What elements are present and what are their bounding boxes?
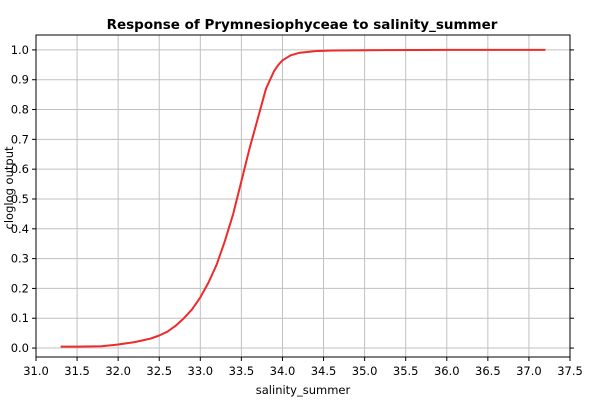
chart-title: Response of Prymnesiophyceae to salinity… [107,17,498,33]
y-tick-label: 0.2 [11,281,29,295]
x-tick-label: 34.5 [311,364,337,378]
x-tick-label: 35.5 [393,364,419,378]
x-tick-label: 32.5 [146,364,172,378]
plot-area [36,35,570,357]
plot-frame [35,34,571,358]
y-tick-label: 1.0 [11,43,29,57]
x-tick-label: 33.0 [188,364,214,378]
axes: 31.0 31.5 32.0 32.5 33.0 33.5 34.0 34.5 35.0 35.5… [11,34,583,378]
x-tick-label: 36.0 [434,364,460,378]
x-tick-label: 34.0 [270,364,296,378]
y-tick-label: 0.4 [11,222,29,236]
x-tick-label: 31.0 [23,364,49,378]
x-tick-label: 31.5 [64,364,90,378]
y-axis-label: cloglog output [2,146,16,229]
y-tick-label: 0.0 [11,341,29,355]
x-tick-label: 35.0 [352,364,378,378]
x-tick-label: 33.5 [229,364,255,378]
series-line [60,48,546,348]
y-tick-label: 0.9 [11,73,29,87]
x-tick-label: 36.5 [475,364,501,378]
y-tick-label: 0.3 [11,252,29,266]
x-tick-label: 37.0 [516,364,542,378]
x-axis-label: salinity_summer [256,383,351,397]
y-tick-label: 0.7 [11,132,29,146]
y-tick-label: 0.1 [11,311,29,325]
x-tick-label: 32.0 [105,364,131,378]
series-layer [60,48,546,348]
x-tick-label: 37.5 [557,364,583,378]
y-tick-label: 0.6 [11,162,29,176]
y-tick-label: 0.8 [11,103,29,117]
y-tick-label: 0.5 [11,192,29,206]
